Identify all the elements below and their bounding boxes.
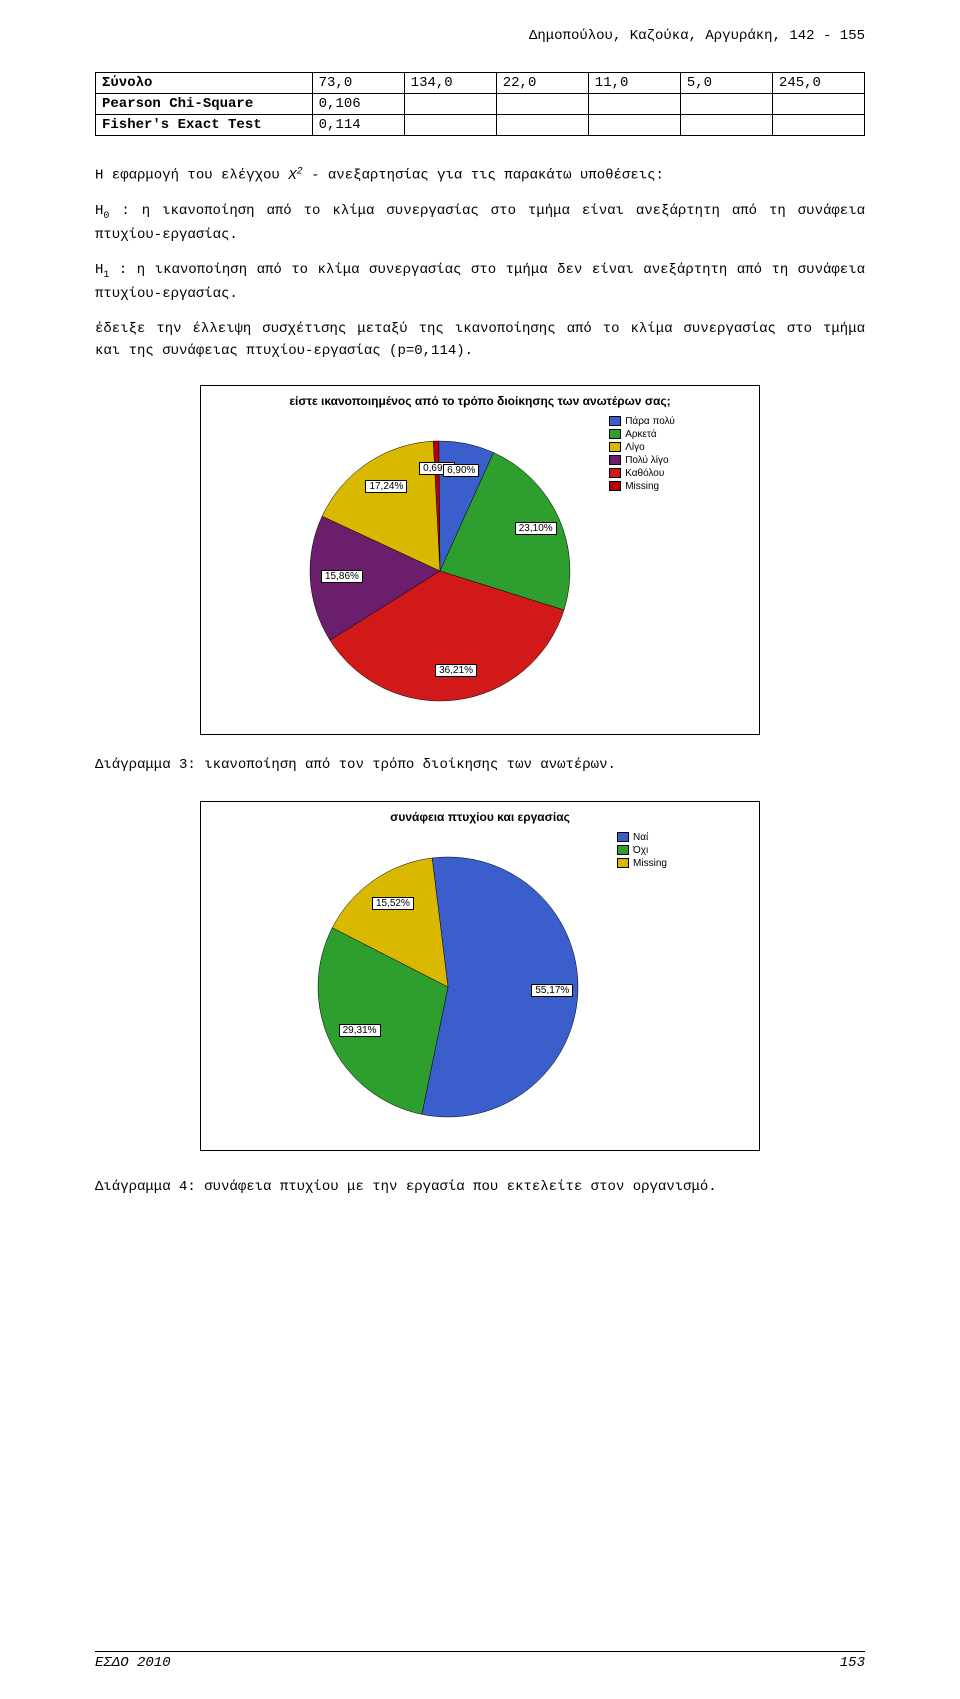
table-cell <box>496 94 588 115</box>
legend-label: Αρκετά <box>625 429 656 440</box>
legend-item: Πάρα πολύ <box>609 416 675 427</box>
legend-item: Όχι <box>617 845 667 856</box>
footer-left: ΕΣΔΟ 2010 <box>95 1655 171 1671</box>
chart1-container: είστε ικανοποιημένος από το τρόπο διοίκη… <box>200 385 760 735</box>
table-cell <box>588 115 680 136</box>
chart2-container: συνάφεια πτυχίου και εργασίας 55,17% 29,3… <box>200 801 760 1151</box>
legend-item: Λίγο <box>609 442 675 453</box>
table-cell <box>680 94 772 115</box>
legend-item: Αρκετά <box>609 429 675 440</box>
chart2-caption: Διάγραμμα 4: συνάφεια πτυχίου με την εργ… <box>95 1173 865 1201</box>
table-cell: 0,114 <box>312 115 404 136</box>
table-cell <box>772 94 864 115</box>
legend-swatch <box>617 832 629 842</box>
intro-paragraph: Η εφαρμογή του ελέγχου X2 - ανεξαρτησίας… <box>95 164 865 187</box>
legend-label: Όχι <box>633 845 648 856</box>
table-cell: 245,0 <box>772 73 864 94</box>
table-cell <box>404 115 496 136</box>
table-cell <box>496 115 588 136</box>
page-footer: ΕΣΔΟ 2010 153 <box>95 1651 865 1671</box>
legend-item: Missing <box>617 858 667 869</box>
legend-item: Πολύ λίγο <box>609 455 675 466</box>
legend-swatch <box>609 481 621 491</box>
legend-label: Λίγο <box>625 442 644 453</box>
h1-line: H1 : η ικανοποίηση από το κλίμα συνεργασ… <box>95 260 865 305</box>
table-cell: 11,0 <box>588 73 680 94</box>
legend-item: Missing <box>609 481 675 492</box>
pie-slice-label: 23,10% <box>515 522 557 535</box>
legend-label: Πολύ λίγο <box>625 455 668 466</box>
table-cell <box>680 115 772 136</box>
legend-swatch <box>609 455 621 465</box>
table-cell: 0,106 <box>312 94 404 115</box>
table-row-label: Pearson Chi-Square <box>96 94 313 115</box>
result-line: έδειξε την έλλειψη συσχέτισης μεταξύ της… <box>95 319 865 362</box>
intro-a: Η εφαρμογή του ελέγχου <box>95 168 288 184</box>
table-cell: 5,0 <box>680 73 772 94</box>
chart1-caption: Διάγραμμα 3: ικανοποίηση από τον τρόπο δ… <box>95 757 865 773</box>
pie-slice-label: 36,21% <box>435 664 477 677</box>
legend-item: Καθόλου <box>609 468 675 479</box>
legend-label: Πάρα πολύ <box>625 416 675 427</box>
legend-swatch <box>609 468 621 478</box>
pie-slice-label: 6,90% <box>443 464 479 477</box>
chi-symbol: X2 <box>288 168 302 184</box>
running-header: Δημοπούλου, Καζούκα, Αργυράκη, 142 - 155 <box>95 28 865 44</box>
stats-table: Σύνολο73,0134,022,011,05,0245,0 Pearson C… <box>95 72 865 136</box>
chart1-pie: 0,69%6,90%23,10%36,21%15,86%17,24% <box>285 416 595 726</box>
table-row-label: Fisher's Exact Test <box>96 115 313 136</box>
legend-label: Καθόλου <box>625 468 664 479</box>
header-text: Δημοπούλου, Καζούκα, Αργυράκη, 142 - 155 <box>529 28 865 44</box>
legend-swatch <box>609 442 621 452</box>
legend-label: Ναί <box>633 832 648 843</box>
chart2-legend: Ναί Όχι Missing <box>617 832 667 871</box>
legend-label: Missing <box>633 858 667 869</box>
pie-slice-label: 15,52% <box>372 897 414 910</box>
legend-label: Missing <box>625 481 659 492</box>
table-cell <box>588 94 680 115</box>
chart1-title: είστε ικανοποιημένος από το τρόπο διοίκη… <box>209 394 751 408</box>
legend-swatch <box>617 858 629 868</box>
pie-slice-label: 17,24% <box>365 480 407 493</box>
chart2-pie: 55,17% 29,31% 15,52% <box>293 832 603 1142</box>
legend-item: Ναί <box>617 832 667 843</box>
h0-line: H0 : η ικανοποίηση από το κλίμα συνεργασ… <box>95 201 865 246</box>
pie-slice-label: 15,86% <box>321 570 363 583</box>
legend-swatch <box>609 429 621 439</box>
table-cell: 73,0 <box>312 73 404 94</box>
table-cell <box>772 115 864 136</box>
pie-slice-label: 29,31% <box>339 1024 381 1037</box>
legend-swatch <box>617 845 629 855</box>
chart1-legend: Πάρα πολύ Αρκετά Λίγο Πολύ λίγο Καθόλου Missi… <box>609 416 675 494</box>
table-row-label: Σύνολο <box>96 73 313 94</box>
table-cell: 134,0 <box>404 73 496 94</box>
intro-b: - ανεξαρτησίας για τις παρακάτω υποθέσει… <box>311 168 664 184</box>
pie-slice-label: 55,17% <box>531 984 573 997</box>
footer-right: 153 <box>840 1655 865 1671</box>
legend-swatch <box>609 416 621 426</box>
table-cell: 22,0 <box>496 73 588 94</box>
table-cell <box>404 94 496 115</box>
chart2-title: συνάφεια πτυχίου και εργασίας <box>209 810 751 824</box>
